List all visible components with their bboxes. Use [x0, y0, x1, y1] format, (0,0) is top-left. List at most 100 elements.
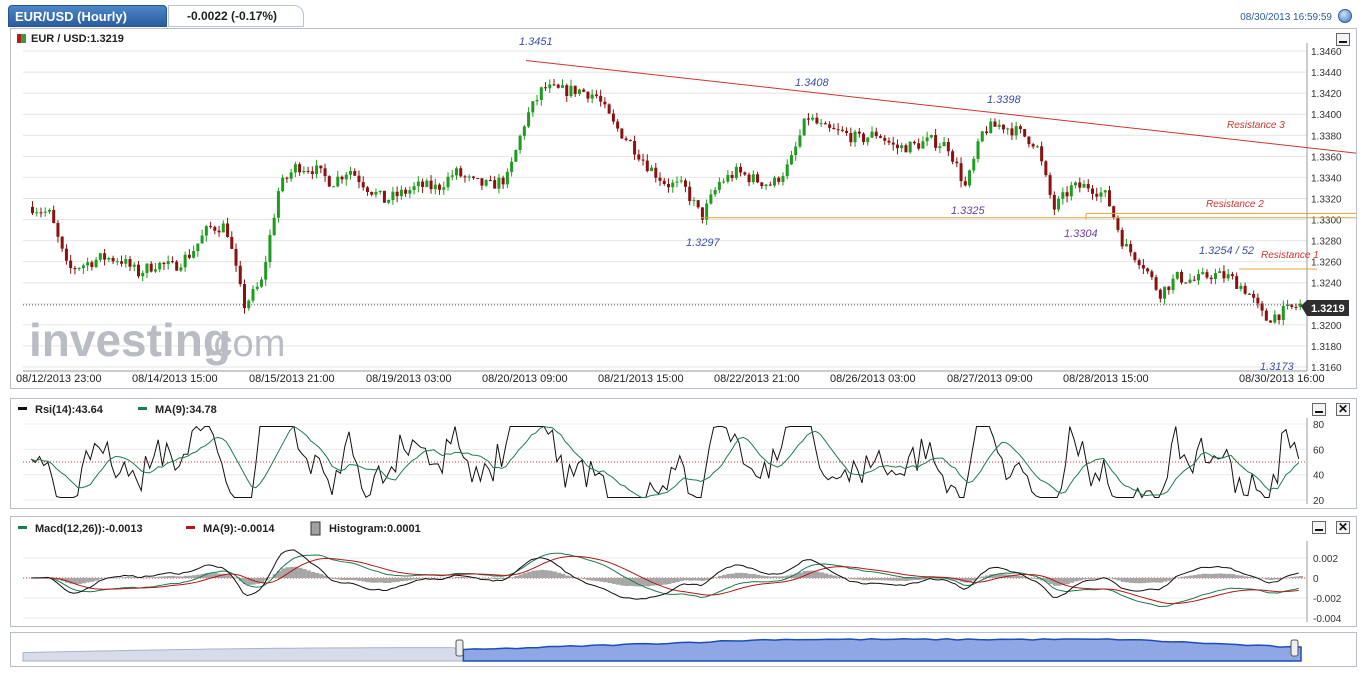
candle: [153, 269, 157, 272]
histogram-bar: [1116, 578, 1121, 581]
candle: [1252, 293, 1256, 298]
histogram-bar: [1057, 578, 1062, 586]
histogram-bar: [306, 570, 311, 578]
histogram-bar: [404, 578, 409, 581]
candle: [535, 99, 539, 102]
histogram-bar: [1260, 578, 1265, 579]
histogram-bar: [628, 578, 634, 586]
candle: [86, 262, 90, 266]
close-rsi-button[interactable]: ✕: [1336, 402, 1350, 416]
histogram-bar: [1001, 574, 1007, 578]
candle: [1298, 303, 1302, 307]
histogram-bar: [421, 578, 426, 579]
candle: [514, 150, 518, 162]
candle: [243, 284, 246, 309]
y-tick-label: 1.3460: [1311, 47, 1342, 58]
y-tick-label: 1.3240: [1311, 279, 1342, 290]
candle: [204, 226, 208, 236]
histogram-bar: [607, 578, 612, 584]
histogram-bar: [904, 578, 909, 581]
candle: [425, 180, 429, 187]
candle: [170, 261, 174, 263]
histogram-bar: [683, 578, 689, 581]
candle: [1040, 146, 1044, 162]
candle: [183, 254, 187, 268]
histogram-bar: [1209, 573, 1215, 578]
candle: [1069, 185, 1073, 197]
histogram-bar: [539, 569, 545, 578]
price-change: -0.0022 (-0.17%): [168, 5, 304, 27]
histogram-bar: [700, 578, 706, 582]
histogram-bar: [332, 578, 337, 580]
candle: [429, 180, 433, 190]
candle: [349, 171, 352, 175]
minimize-macd-button[interactable]: [1312, 521, 1326, 534]
candle: [450, 175, 454, 177]
histogram-bar: [111, 577, 116, 579]
price-annotation: 1.3173: [1260, 361, 1295, 373]
y-tick-label: 1.3360: [1311, 152, 1342, 163]
histogram-bar: [544, 570, 549, 578]
histogram-bar: [832, 575, 837, 578]
candle: [510, 161, 514, 172]
candle: [895, 144, 899, 149]
histogram-bar: [802, 571, 807, 578]
histogram-bar: [946, 578, 952, 579]
candle: [989, 121, 993, 134]
candle: [166, 261, 170, 265]
candle: [968, 170, 972, 186]
histogram-bar: [1154, 578, 1159, 583]
candle: [455, 168, 458, 176]
candle: [781, 176, 785, 182]
close-macd-button[interactable]: ✕: [1336, 520, 1350, 534]
rsi-chart[interactable]: Rsi(14):43.64 MA(9):34.78 80 60 40 20: [11, 399, 1356, 508]
candle: [938, 146, 942, 148]
resistance-label: Resistance 3: [1227, 120, 1285, 131]
chart-title-tab[interactable]: EUR/USD (Hourly): [8, 5, 167, 27]
navigator[interactable]: [11, 633, 1356, 666]
histogram-bar: [1120, 578, 1125, 582]
histogram-bar: [1235, 575, 1240, 578]
candle: [217, 230, 221, 233]
macd-chart[interactable]: Macd(12,26)):-0.0013 MA(9):-0.0014 Histo…: [11, 517, 1356, 626]
histogram-bar: [433, 578, 439, 579]
histogram-bar: [760, 575, 765, 578]
navigator-handle-right[interactable]: [1290, 639, 1299, 657]
histogram-bar: [315, 572, 320, 578]
refresh-icon[interactable]: [1338, 9, 1352, 23]
candle: [378, 190, 382, 192]
histogram-bar: [344, 578, 350, 581]
candle: [395, 191, 399, 197]
histogram-bar: [667, 578, 672, 585]
histogram-bar: [556, 572, 562, 578]
histogram-bar: [514, 576, 519, 578]
candle: [1209, 277, 1213, 280]
candle: [480, 178, 484, 186]
candle: [607, 104, 611, 114]
histogram-bar: [1010, 575, 1015, 578]
candle: [887, 140, 891, 143]
histogram-bar: [1281, 578, 1287, 579]
histogram-bar: [1065, 578, 1070, 585]
candle: [802, 118, 806, 136]
minimize-rsi-button[interactable]: [1312, 403, 1326, 416]
candle: [31, 206, 34, 214]
candle: [81, 265, 85, 269]
candle: [599, 95, 603, 102]
navigator-handle-left[interactable]: [455, 639, 464, 657]
candle: [1061, 192, 1065, 199]
histogram-bar: [522, 573, 528, 578]
histogram-bar: [836, 576, 841, 578]
histogram-bar: [586, 578, 591, 581]
minimize-price-button[interactable]: [1336, 33, 1350, 46]
histogram-bar: [488, 578, 494, 579]
candle: [310, 171, 314, 175]
candle: [90, 262, 94, 268]
histogram-bar: [1294, 576, 1299, 578]
timestamp: 08/30/2013 16:59:59: [1240, 12, 1332, 23]
price-chart[interactable]: 1.3460 1.3440 1.3420 1.3400 1.3380 1.3360 1.33…: [11, 29, 1356, 388]
candle: [357, 175, 361, 183]
candle: [60, 236, 64, 249]
histogram-bar: [450, 577, 456, 578]
candle: [1247, 293, 1251, 295]
